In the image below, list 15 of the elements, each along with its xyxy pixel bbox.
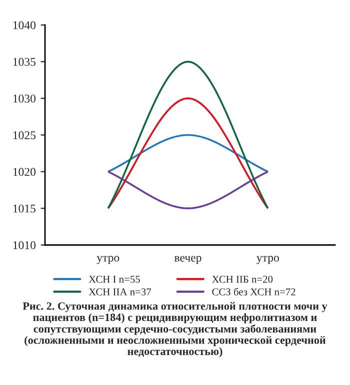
legend-label: ХСН IIА n=37 xyxy=(88,288,152,296)
y-tick-label: 1010 xyxy=(13,241,36,250)
x-tick-label: вечер xyxy=(174,256,202,264)
y-tick-label: 1040 xyxy=(13,21,36,30)
y-tick-label: 1020 xyxy=(13,168,36,176)
x-tick-label: утро xyxy=(256,256,279,264)
y-tick-label: 1015 xyxy=(13,204,36,213)
x-tick-label: утро xyxy=(96,256,120,264)
text: Рис. 2. Суточная динамика относительной плотности мочи у пациентов (n=184) с рецидивирующим нефролитиазом и сопутствующими сердечно-сосудистыми заболеваниями (осложненными и неосложненными хронической сердечной недостаточностью) xyxy=(22,302,328,358)
legend-label: ХСН IIБ n=20 xyxy=(212,276,273,283)
y-tick-label: 1030 xyxy=(13,94,36,103)
legend-label: ССЗ без ХСН n=72 xyxy=(212,288,296,296)
y-tick-label: 1025 xyxy=(13,131,36,140)
y-tick-label: 1035 xyxy=(13,58,36,66)
legend-label: ХСН I n=55 xyxy=(88,276,140,283)
